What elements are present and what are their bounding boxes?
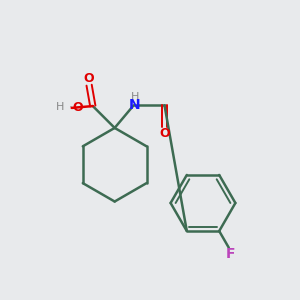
Text: O: O — [73, 101, 83, 114]
Text: O: O — [84, 72, 94, 85]
Text: F: F — [226, 247, 235, 261]
Text: ·: · — [68, 101, 72, 114]
Text: N: N — [129, 98, 141, 112]
Text: O: O — [159, 127, 170, 140]
Text: H: H — [130, 92, 139, 102]
Text: H: H — [56, 102, 65, 112]
